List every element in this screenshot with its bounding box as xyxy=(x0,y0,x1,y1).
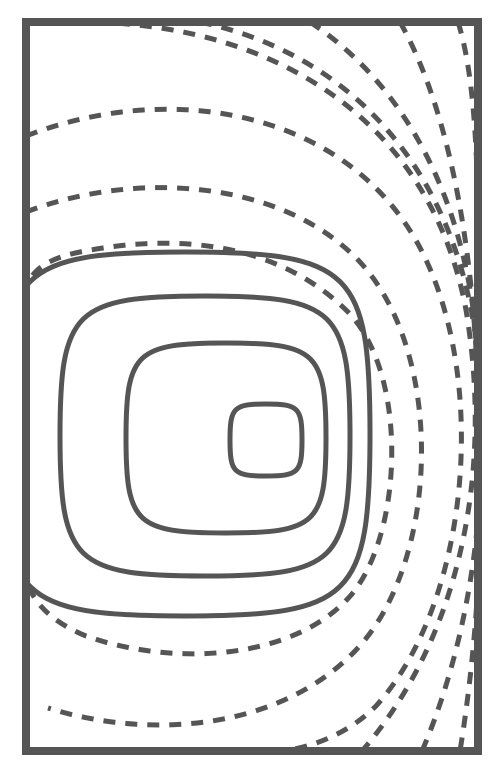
contour-figure xyxy=(0,0,504,773)
contour-svg xyxy=(0,0,504,773)
